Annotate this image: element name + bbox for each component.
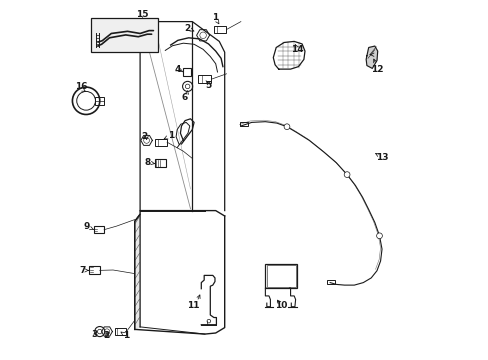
Polygon shape (134, 214, 140, 329)
Text: 11: 11 (187, 301, 199, 310)
Bar (155, 159, 166, 167)
Text: 4: 4 (174, 65, 181, 74)
Text: 15: 15 (135, 10, 148, 19)
Text: 16: 16 (75, 82, 88, 91)
Text: 6: 6 (182, 93, 188, 102)
Text: 9: 9 (83, 222, 90, 231)
Circle shape (284, 124, 289, 130)
Text: 1: 1 (211, 13, 218, 22)
Text: 1: 1 (167, 130, 173, 139)
Text: 10: 10 (274, 302, 287, 310)
Bar (155, 139, 166, 146)
Bar (265, 264, 296, 288)
Bar (114, 328, 126, 335)
Bar (91, 18, 158, 52)
Text: 7: 7 (79, 266, 85, 275)
Bar (240, 122, 247, 126)
Text: 8: 8 (144, 158, 151, 167)
Text: 3: 3 (91, 330, 97, 338)
Circle shape (344, 172, 349, 177)
Bar (213, 26, 226, 33)
Polygon shape (366, 46, 377, 68)
Text: 2: 2 (102, 331, 109, 340)
Text: 2: 2 (141, 132, 147, 140)
Bar (89, 266, 100, 274)
Bar (94, 226, 104, 233)
Text: 13: 13 (375, 153, 387, 162)
Bar (183, 68, 190, 76)
Text: 1: 1 (123, 331, 129, 340)
Bar (198, 75, 211, 83)
Bar (326, 280, 335, 284)
Bar (95, 97, 104, 105)
Text: 5: 5 (205, 81, 211, 90)
Text: 12: 12 (371, 65, 383, 74)
Circle shape (376, 233, 382, 239)
Bar (266, 265, 295, 287)
Text: 2: 2 (183, 24, 190, 33)
Text: 14: 14 (291, 45, 304, 54)
